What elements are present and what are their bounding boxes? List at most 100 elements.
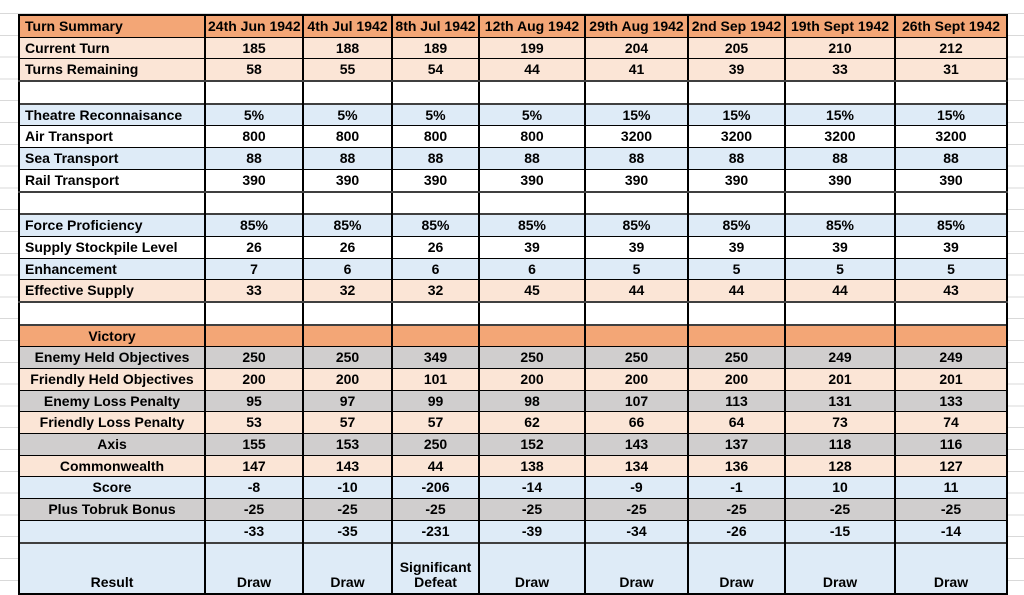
corner-header-cell[interactable]: Turn Summary — [18, 14, 206, 38]
date-column-header[interactable]: 8th Jul 1942 — [391, 14, 480, 38]
value-cell[interactable] — [894, 191, 1008, 215]
value-cell[interactable] — [478, 191, 586, 215]
value-cell[interactable]: 128 — [784, 454, 896, 478]
value-cell[interactable]: 73 — [784, 411, 896, 435]
value-cell[interactable]: 44 — [478, 58, 586, 83]
value-cell[interactable]: 138 — [478, 454, 586, 478]
value-cell[interactable]: 118 — [784, 433, 896, 456]
value-cell[interactable]: -34 — [584, 519, 689, 544]
value-cell[interactable]: 113 — [687, 389, 786, 413]
value-cell[interactable]: 390 — [302, 168, 393, 193]
value-cell[interactable]: 39 — [584, 235, 689, 259]
row-label-cell[interactable]: Score — [18, 476, 206, 500]
value-cell[interactable]: Significant Defeat — [391, 541, 480, 594]
value-cell[interactable]: 11 — [894, 476, 1008, 500]
value-cell[interactable]: 85% — [478, 213, 586, 237]
value-cell[interactable]: 800 — [204, 125, 304, 149]
date-column-header[interactable]: 2nd Sep 1942 — [687, 14, 786, 38]
value-cell[interactable]: 26 — [391, 235, 480, 259]
value-cell[interactable] — [302, 301, 393, 326]
value-cell[interactable]: 101 — [391, 368, 480, 391]
value-cell[interactable]: 390 — [894, 168, 1008, 193]
value-cell[interactable]: 88 — [584, 147, 689, 170]
value-cell[interactable]: 390 — [478, 168, 586, 193]
value-cell[interactable]: 31 — [894, 58, 1008, 83]
value-cell[interactable]: 204 — [584, 36, 689, 60]
value-cell[interactable]: 15% — [894, 102, 1008, 127]
value-cell[interactable] — [478, 323, 586, 348]
row-label-cell[interactable]: Rail Transport — [18, 168, 206, 193]
value-cell[interactable]: 58 — [204, 58, 304, 83]
value-cell[interactable]: 153 — [302, 433, 393, 456]
value-cell[interactable]: 349 — [391, 346, 480, 369]
value-cell[interactable]: -33 — [204, 519, 304, 544]
value-cell[interactable]: 6 — [391, 257, 480, 281]
value-cell[interactable]: 26 — [302, 235, 393, 259]
value-cell[interactable]: 33 — [784, 58, 896, 83]
value-cell[interactable]: Draw — [894, 541, 1008, 594]
value-cell[interactable] — [391, 80, 480, 105]
value-cell[interactable]: 26 — [204, 235, 304, 259]
value-cell[interactable]: 32 — [391, 279, 480, 303]
value-cell[interactable]: Draw — [204, 541, 304, 594]
value-cell[interactable]: 390 — [204, 168, 304, 193]
value-cell[interactable]: 3200 — [894, 125, 1008, 149]
value-cell[interactable]: 250 — [302, 346, 393, 369]
value-cell[interactable]: 85% — [302, 213, 393, 237]
value-cell[interactable]: 44 — [784, 279, 896, 303]
value-cell[interactable]: 133 — [894, 389, 1008, 413]
value-cell[interactable] — [584, 301, 689, 326]
value-cell[interactable]: 62 — [478, 411, 586, 435]
value-cell[interactable]: 5% — [478, 102, 586, 127]
value-cell[interactable]: 54 — [391, 58, 480, 83]
value-cell[interactable]: 5 — [584, 257, 689, 281]
value-cell[interactable]: 88 — [784, 147, 896, 170]
value-cell[interactable]: 136 — [687, 454, 786, 478]
value-cell[interactable]: -25 — [687, 498, 786, 521]
date-column-header[interactable]: 12th Aug 1942 — [478, 14, 586, 38]
value-cell[interactable]: 390 — [784, 168, 896, 193]
value-cell[interactable]: 6 — [478, 257, 586, 281]
value-cell[interactable]: -9 — [584, 476, 689, 500]
value-cell[interactable] — [204, 301, 304, 326]
value-cell[interactable]: 200 — [478, 368, 586, 391]
value-cell[interactable]: 134 — [584, 454, 689, 478]
value-cell[interactable]: 390 — [584, 168, 689, 193]
value-cell[interactable]: 5 — [687, 257, 786, 281]
value-cell[interactable]: 250 — [204, 346, 304, 369]
value-cell[interactable]: 39 — [784, 235, 896, 259]
row-label-cell[interactable]: Supply Stockpile Level — [18, 235, 206, 259]
value-cell[interactable]: 250 — [391, 433, 480, 456]
value-cell[interactable] — [894, 323, 1008, 348]
value-cell[interactable]: 66 — [584, 411, 689, 435]
value-cell[interactable]: 85% — [584, 213, 689, 237]
value-cell[interactable]: 15% — [584, 102, 689, 127]
value-cell[interactable] — [391, 301, 480, 326]
value-cell[interactable]: -25 — [584, 498, 689, 521]
value-cell[interactable]: 143 — [302, 454, 393, 478]
value-cell[interactable]: 250 — [584, 346, 689, 369]
row-label-cell[interactable]: Force Proficiency — [18, 213, 206, 237]
value-cell[interactable]: 249 — [894, 346, 1008, 369]
row-label-cell[interactable]: Sea Transport — [18, 147, 206, 170]
value-cell[interactable]: 6 — [302, 257, 393, 281]
value-cell[interactable] — [894, 301, 1008, 326]
value-cell[interactable]: 39 — [478, 235, 586, 259]
value-cell[interactable]: 98 — [478, 389, 586, 413]
value-cell[interactable]: 131 — [784, 389, 896, 413]
value-cell[interactable] — [478, 301, 586, 326]
value-cell[interactable]: 137 — [687, 433, 786, 456]
value-cell[interactable]: 53 — [204, 411, 304, 435]
value-cell[interactable]: 3200 — [784, 125, 896, 149]
value-cell[interactable]: 107 — [584, 389, 689, 413]
value-cell[interactable]: 155 — [204, 433, 304, 456]
value-cell[interactable]: -8 — [204, 476, 304, 500]
value-cell[interactable]: 88 — [478, 147, 586, 170]
value-cell[interactable] — [204, 191, 304, 215]
value-cell[interactable]: 39 — [894, 235, 1008, 259]
empty-label-cell[interactable] — [18, 191, 206, 215]
value-cell[interactable] — [391, 323, 480, 348]
value-cell[interactable]: 15% — [687, 102, 786, 127]
value-cell[interactable]: 147 — [204, 454, 304, 478]
value-cell[interactable]: -35 — [302, 519, 393, 544]
